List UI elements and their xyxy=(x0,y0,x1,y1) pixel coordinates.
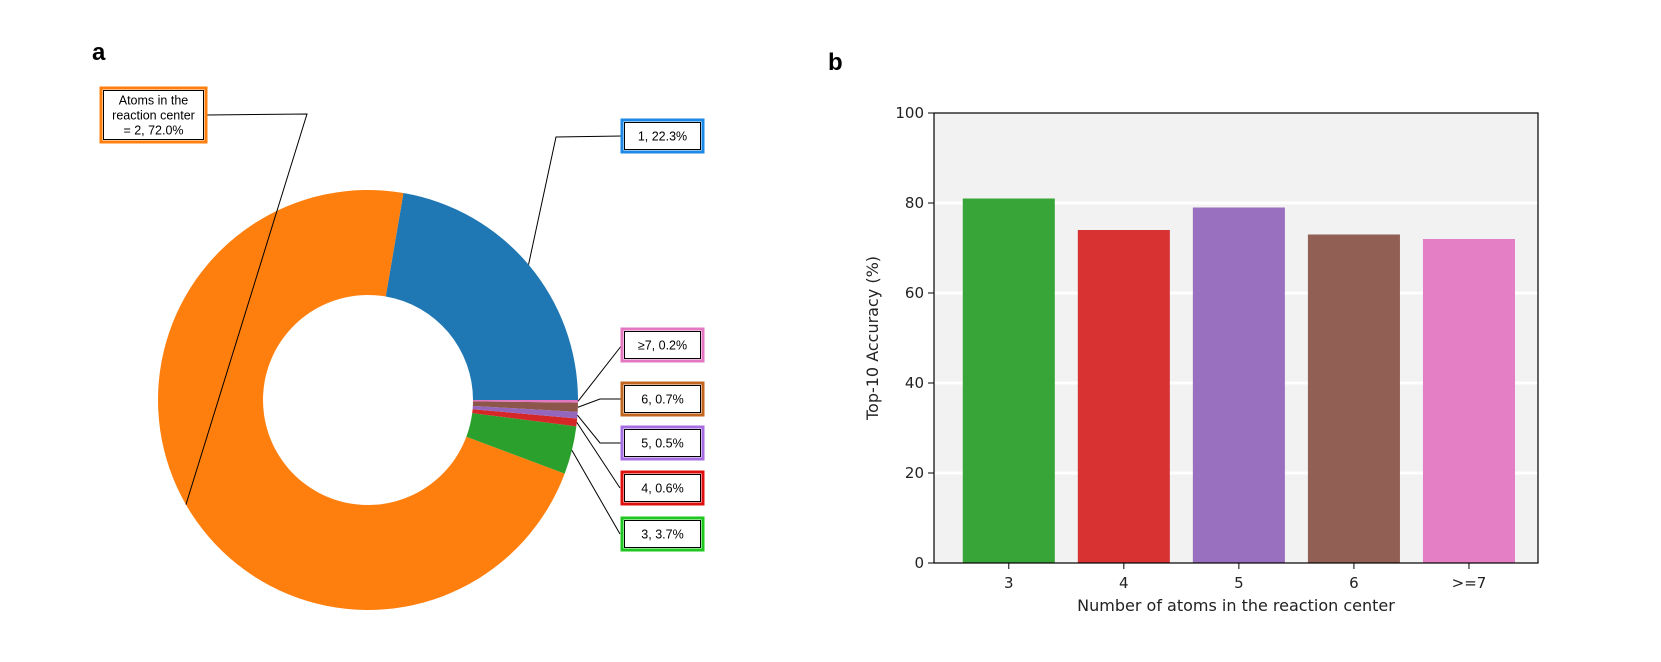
callout-line-s3 xyxy=(571,450,621,535)
panel-a-letter: a xyxy=(92,39,106,66)
y-tick-label: 20 xyxy=(905,464,924,482)
callout-label-s2: Atoms in the xyxy=(119,94,189,108)
callout-line-s6 xyxy=(577,398,622,408)
y-tick-label: 80 xyxy=(905,194,924,212)
callout-box-inner-s7 xyxy=(624,331,701,359)
x-ticks: 3 4 5 6 >=7 xyxy=(1004,563,1486,592)
donut-chart xyxy=(158,190,578,610)
donut-slice-s1 xyxy=(385,193,578,400)
y-tick-label: 60 xyxy=(905,284,924,302)
y-axis-label: Top-10 Accuracy (%) xyxy=(863,256,882,421)
callout-label-s3: 3, 3.7% xyxy=(641,528,683,542)
callout-box-inner-s6 xyxy=(624,385,701,413)
callout-label-s6: 6, 0.7% xyxy=(641,393,683,407)
callout-label-s4: 4, 0.6% xyxy=(641,482,683,496)
donut-slice-s4 xyxy=(472,409,578,427)
donut-slice-s5 xyxy=(472,405,578,419)
callout-line-s7 xyxy=(577,344,623,402)
callout-box-inner-s5 xyxy=(624,429,701,457)
bar-chart: 0 20 40 60 80 100 3 4 5 6 >=7 Number of atoms in … xyxy=(863,104,1539,615)
callout-box-inner-s4 xyxy=(624,474,701,502)
donut-slice-s3 xyxy=(466,413,577,474)
bar-6 xyxy=(1307,234,1400,563)
donut-slice-s2 xyxy=(158,190,565,610)
donut-slice-s7 xyxy=(472,400,578,403)
callout-line-s5 xyxy=(577,414,622,444)
callout-box-inner-s3 xyxy=(624,520,701,548)
donut-slice-s6 xyxy=(472,401,578,412)
callout-line-s2 xyxy=(185,113,308,505)
x-tick-label: 5 xyxy=(1234,574,1244,592)
callout-label-s2: = 2, 72.0% xyxy=(123,124,183,138)
y-ticks: 0 20 40 60 80 100 xyxy=(895,104,934,572)
callout-label-s1: 1, 22.3% xyxy=(638,130,687,144)
callout-box-inner-s1 xyxy=(624,122,701,150)
bar->=7 xyxy=(1422,239,1515,563)
x-tick-label: 4 xyxy=(1119,574,1129,592)
callout-line-s1 xyxy=(528,135,623,265)
callout-line-s4 xyxy=(576,422,621,489)
bar-3 xyxy=(962,198,1055,563)
callout-label-s2: reaction center xyxy=(112,109,195,123)
x-tick-label: >=7 xyxy=(1452,574,1487,592)
x-tick-label: 3 xyxy=(1004,574,1014,592)
callout-label-s7: ≥7, 0.2% xyxy=(638,339,687,353)
x-axis-label: Number of atoms in the reaction center xyxy=(1077,596,1395,615)
bars xyxy=(962,198,1515,563)
y-tick-label: 40 xyxy=(905,374,924,392)
bar-5 xyxy=(1192,207,1285,563)
callout-box-inner-s2 xyxy=(103,90,204,140)
y-tick-label: 0 xyxy=(914,554,924,572)
x-tick-label: 6 xyxy=(1349,574,1359,592)
y-tick-label: 100 xyxy=(895,104,924,122)
callout-label-s5: 5, 0.5% xyxy=(641,437,683,451)
bar-4 xyxy=(1077,230,1170,563)
plot-frame xyxy=(933,112,1539,564)
panel-b-letter: b xyxy=(828,49,843,76)
